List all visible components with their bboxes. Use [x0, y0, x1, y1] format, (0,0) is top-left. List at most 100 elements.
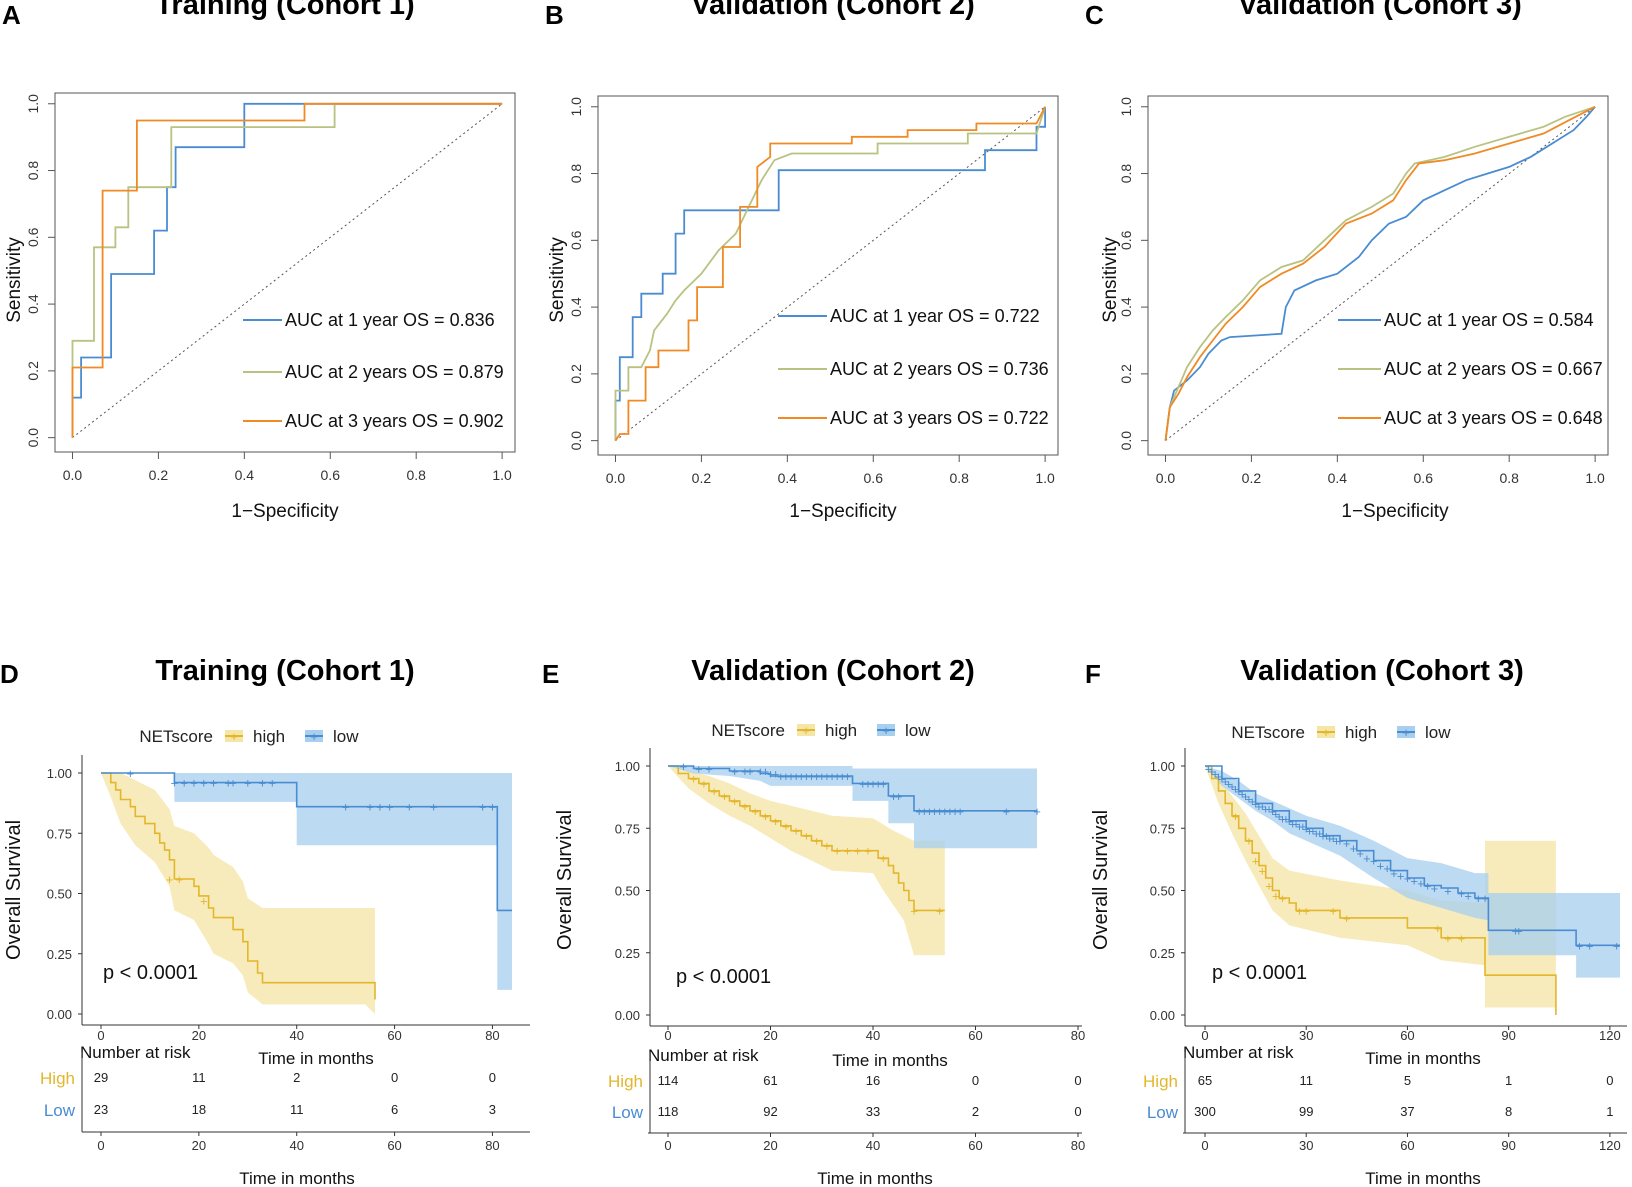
censor-mark-high: + [1232, 809, 1240, 824]
censor-mark-high: + [721, 789, 729, 804]
roc-panel-b: B Validation (Cohort 2) 0.0 0.2 0.4 0.6 0.8 1.0… [545, 0, 1059, 522]
x-tick-label: 0 [1201, 1028, 1208, 1043]
censor-mark-low: + [823, 769, 831, 784]
y-tick-label: 1.0 [568, 97, 584, 117]
censor-mark-low: + [772, 766, 780, 781]
y-tick-label: 0.8 [1118, 164, 1134, 184]
censor-mark-low: + [1329, 831, 1337, 846]
x-tick-label: 20 [763, 1028, 777, 1043]
y-tick-label: 0.8 [568, 164, 584, 184]
censor-mark-low: + [1363, 851, 1371, 866]
x-tick-label: 30 [1299, 1028, 1313, 1043]
risk-count: 1 [1505, 1073, 1512, 1088]
km-panel-e: E Validation (Cohort 2) NETscore + high + low 0… [542, 655, 1085, 1187]
censor-mark-low: + [1383, 861, 1391, 876]
risk-count: 6 [391, 1102, 398, 1117]
censor-mark-high: + [1259, 864, 1267, 879]
censor-mark-low: + [1211, 766, 1219, 781]
censor-mark-high: + [1272, 888, 1280, 903]
censor-mark-high: + [936, 903, 944, 918]
legend-censor-mark: + [802, 723, 810, 738]
y-axis-label: Sensitivity [1100, 237, 1121, 323]
censor-mark-high: + [1265, 879, 1273, 894]
censor-mark-high: + [700, 776, 708, 791]
censor-mark-low: + [1397, 869, 1405, 884]
x-tick-label: 0.6 [864, 470, 884, 486]
censor-mark-high: + [792, 824, 800, 839]
censor-mark-low: + [244, 776, 252, 791]
censor-mark-low: + [430, 800, 438, 815]
censor-mark-low: + [956, 804, 964, 819]
censor-mark-low: + [366, 800, 374, 815]
risk-count: 61 [763, 1073, 777, 1088]
legend-title: NETscore [139, 727, 213, 746]
y-tick-label: 0.4 [25, 294, 41, 314]
x-tick-label: 60 [968, 1028, 982, 1043]
risk-count: 18 [192, 1102, 206, 1117]
risk-x-tick-label: 40 [866, 1138, 880, 1153]
censor-mark-low: + [1370, 854, 1378, 869]
censor-mark-high: + [823, 839, 831, 854]
y-tick-label: 0.6 [25, 227, 41, 247]
censor-mark-high: + [1343, 911, 1351, 926]
censor-mark-low: + [895, 789, 903, 804]
censor-mark-low: + [936, 804, 944, 819]
censor-mark-low: + [376, 800, 384, 815]
x-tick-label: 0.2 [692, 470, 712, 486]
legend-label: AUC at 2 years OS = 0.667 [1384, 359, 1603, 379]
y-tick-label: 1.00 [615, 759, 640, 774]
risk-count: 3 [489, 1102, 496, 1117]
censor-mark-low: + [869, 776, 877, 791]
roc-curve-blue [1164, 106, 1596, 441]
diagonal-reference [72, 103, 503, 439]
censor-mark-low: + [1424, 879, 1432, 894]
censor-mark-low: + [1613, 938, 1621, 953]
censor-mark-low: + [1512, 923, 1520, 938]
legend-label-low: low [333, 727, 359, 746]
risk-x-tick-label: 40 [289, 1138, 303, 1153]
censor-mark-low: + [777, 769, 785, 784]
km-panel-d: D Training (Cohort 1) NETscore + high + low 0.0… [0, 655, 530, 1187]
censor-mark-high: + [690, 771, 698, 786]
y-axis-label: Sensitivity [547, 237, 568, 323]
x-tick-label: 1.0 [1585, 470, 1605, 486]
chart-title: Validation (Cohort 2) [691, 0, 975, 21]
risk-x-tick-label: 60 [968, 1138, 982, 1153]
x-tick-label: 0.4 [235, 467, 255, 483]
censor-mark-high: + [1296, 903, 1304, 918]
censor-mark-low: + [833, 769, 841, 784]
censor-mark-low: + [1235, 784, 1243, 799]
plot-frame [597, 95, 1059, 456]
x-tick-label: 0.8 [949, 470, 969, 486]
y-axis-label: Overall Survival [3, 820, 25, 960]
risk-count: 11 [290, 1102, 304, 1117]
censor-mark-low: + [1474, 891, 1482, 906]
censor-mark-low: + [1356, 846, 1364, 861]
censor-mark-high: + [175, 872, 183, 887]
censor-mark-low: + [1225, 776, 1233, 791]
risk-count: 23 [94, 1102, 108, 1117]
legend-censor-mark: + [882, 723, 890, 738]
censor-mark-low: + [171, 776, 179, 791]
y-tick-label: 0.00 [47, 1007, 72, 1022]
censor-mark-low: + [1306, 824, 1314, 839]
x-axis-label: Time in months [1365, 1049, 1481, 1068]
risk-x-tick-label: 0 [97, 1138, 104, 1153]
censor-mark-low: + [1350, 841, 1358, 856]
legend-label: AUC at 1 year OS = 0.584 [1384, 310, 1594, 330]
survival-curve-high [668, 765, 945, 912]
x-tick-label: 90 [1501, 1028, 1515, 1043]
diagonal-reference [1165, 106, 1596, 442]
x-axis-label: Time in months [832, 1051, 948, 1070]
censor-mark-low: + [1269, 804, 1277, 819]
censor-mark-low: + [1255, 799, 1263, 814]
risk-count: 92 [763, 1104, 777, 1119]
chart-title: Validation (Cohort 3) [1240, 655, 1524, 687]
censor-mark-low: + [479, 800, 487, 815]
censor-mark-low: + [680, 759, 688, 774]
censor-mark-high: + [200, 894, 208, 909]
legend-label-low: low [905, 721, 931, 740]
risk-count: 5 [1404, 1073, 1411, 1088]
censor-mark-low: + [731, 764, 739, 779]
risk-row-label-high: High [608, 1072, 643, 1091]
